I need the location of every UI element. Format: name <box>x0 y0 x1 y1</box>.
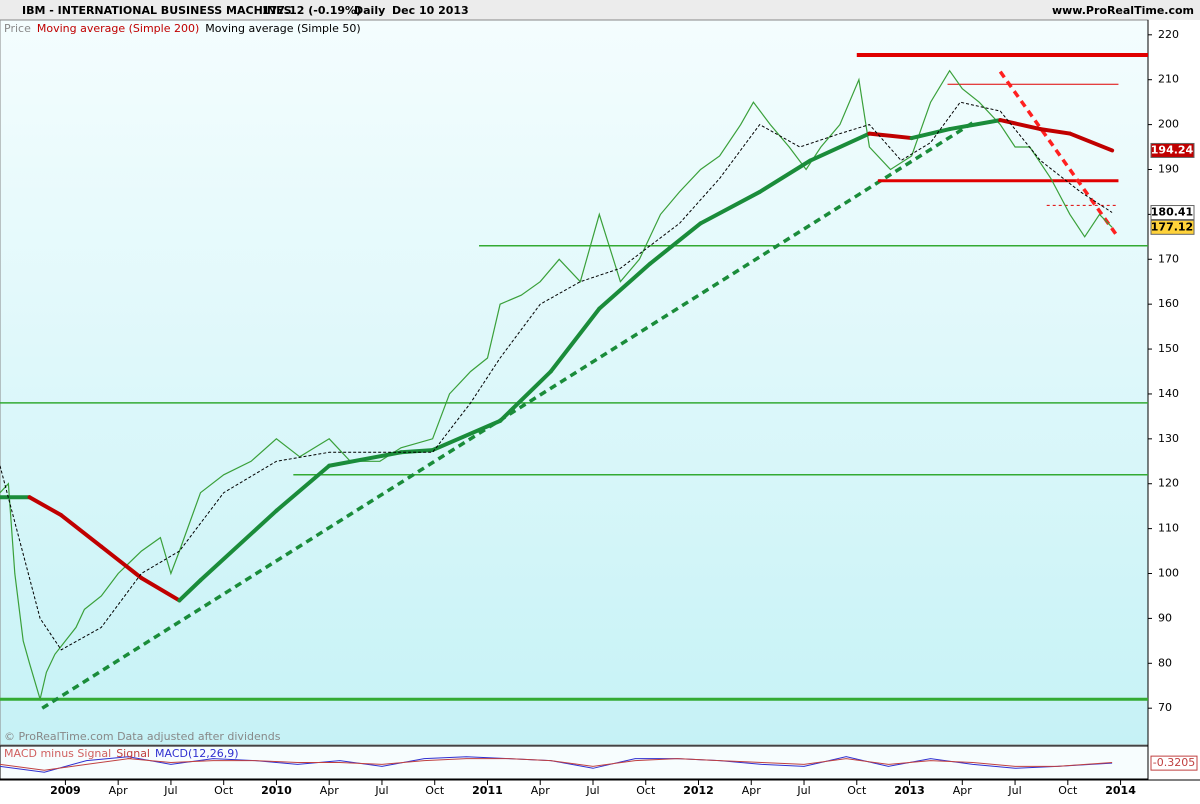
x-tick-label: 2014 <box>1105 784 1136 797</box>
date: Dec 10 2013 <box>392 4 469 17</box>
ma-segment <box>99 544 144 581</box>
x-tick-label: Apr <box>742 784 762 797</box>
ma-segment <box>198 508 279 583</box>
x-tick-label: Apr <box>109 784 129 797</box>
ma-segment <box>867 131 914 141</box>
macd-legend: MACD(12,26,9) <box>155 747 239 760</box>
y-tick-label: 160 <box>1158 297 1179 310</box>
macd-legend: Signal <box>116 747 150 760</box>
price-label-box <box>1150 219 1195 235</box>
x-tick-label: Jul <box>1007 784 1021 797</box>
ma-segment <box>59 513 104 549</box>
y-tick-label: 100 <box>1158 567 1179 580</box>
ma-segment <box>1038 127 1072 136</box>
ma-segment <box>498 369 553 423</box>
x-tick-label: Oct <box>425 784 445 797</box>
y-tick-label: 90 <box>1158 611 1172 624</box>
ma-segment <box>757 158 813 194</box>
macd-line <box>0 758 1113 771</box>
header-bar <box>0 0 1200 20</box>
ma-segment <box>139 576 182 603</box>
y-axis-area <box>1148 20 1200 780</box>
legend-entry: Moving average (Simple 200) <box>37 22 199 35</box>
y-tick-label: 210 <box>1158 73 1179 86</box>
x-tick-label: Oct <box>847 784 867 797</box>
y-tick-label: 130 <box>1158 432 1179 445</box>
ma-segment <box>398 448 435 455</box>
ma-segment <box>1067 131 1115 153</box>
x-tick-label: Jul <box>163 784 177 797</box>
ma-segment <box>909 127 952 141</box>
x-tick-label: 2012 <box>683 784 714 797</box>
price-label-box <box>1150 142 1195 158</box>
series-line <box>0 69 1113 702</box>
quote: 177.12 (-0.19%) <box>262 4 361 17</box>
x-tick-label: Jul <box>585 784 599 797</box>
ma-segment <box>177 578 203 603</box>
x-tick-label: Apr <box>953 784 973 797</box>
site: www.ProRealTime.com <box>1052 4 1194 17</box>
y-tick-label: 190 <box>1158 162 1179 175</box>
ma-segment <box>274 463 332 513</box>
y-tick-label: 220 <box>1158 28 1179 41</box>
level-line <box>998 70 1120 239</box>
ma-segment <box>647 221 703 266</box>
x-tick-label: Jul <box>796 784 810 797</box>
x-tick-label: 2011 <box>472 784 503 797</box>
level-line <box>41 121 974 710</box>
x-tick-label: Apr <box>531 784 551 797</box>
price-label: 180.41 <box>1151 206 1193 219</box>
ma-segment <box>327 450 403 468</box>
x-tick-label: Oct <box>214 784 234 797</box>
legend-entry: Price <box>4 22 31 35</box>
copyright: © ProRealTime.com Data adjusted after di… <box>4 730 281 743</box>
price-label: 177.12 <box>1151 220 1193 233</box>
ma-segment <box>998 118 1043 132</box>
ma-segment <box>947 118 1003 132</box>
price-label: 194.24 <box>1151 143 1194 156</box>
x-tick-label: Oct <box>1058 784 1078 797</box>
x-tick-label: 2010 <box>261 784 292 797</box>
y-tick-label: 110 <box>1158 522 1179 535</box>
y-tick-label: 80 <box>1158 656 1172 669</box>
ma-segment <box>548 306 602 374</box>
price-label-box <box>1150 205 1195 221</box>
series-line <box>0 101 1113 651</box>
y-tick-label: 200 <box>1158 118 1179 131</box>
ma-segment <box>698 189 762 226</box>
x-tick-label: Apr <box>320 784 340 797</box>
x-tick-label: 2009 <box>50 784 81 797</box>
x-tick-label: Oct <box>636 784 656 797</box>
y-tick-label: 70 <box>1158 701 1172 714</box>
ma-segment <box>597 261 652 311</box>
macd-value: -0.3205 <box>1153 756 1195 769</box>
ma-segment <box>27 495 64 518</box>
y-tick-label: 120 <box>1158 477 1179 490</box>
ma-segment <box>808 131 872 163</box>
macd-legend: MACD minus Signal <box>4 747 111 760</box>
y-tick-label: 140 <box>1158 387 1179 400</box>
ma-segment <box>430 418 503 453</box>
symbol: IBM - INTERNATIONAL BUSINESS MACHINES <box>22 4 292 17</box>
macd-value-box <box>1150 755 1198 771</box>
x-tick-label: 2013 <box>894 784 925 797</box>
plot-area <box>0 19 1149 746</box>
legend-entry: Moving average (Simple 50) <box>205 22 360 35</box>
period: Daily <box>354 4 385 17</box>
x-tick-label: Jul <box>374 784 388 797</box>
y-tick-label: 170 <box>1158 252 1179 265</box>
y-tick-label: 150 <box>1158 342 1179 355</box>
